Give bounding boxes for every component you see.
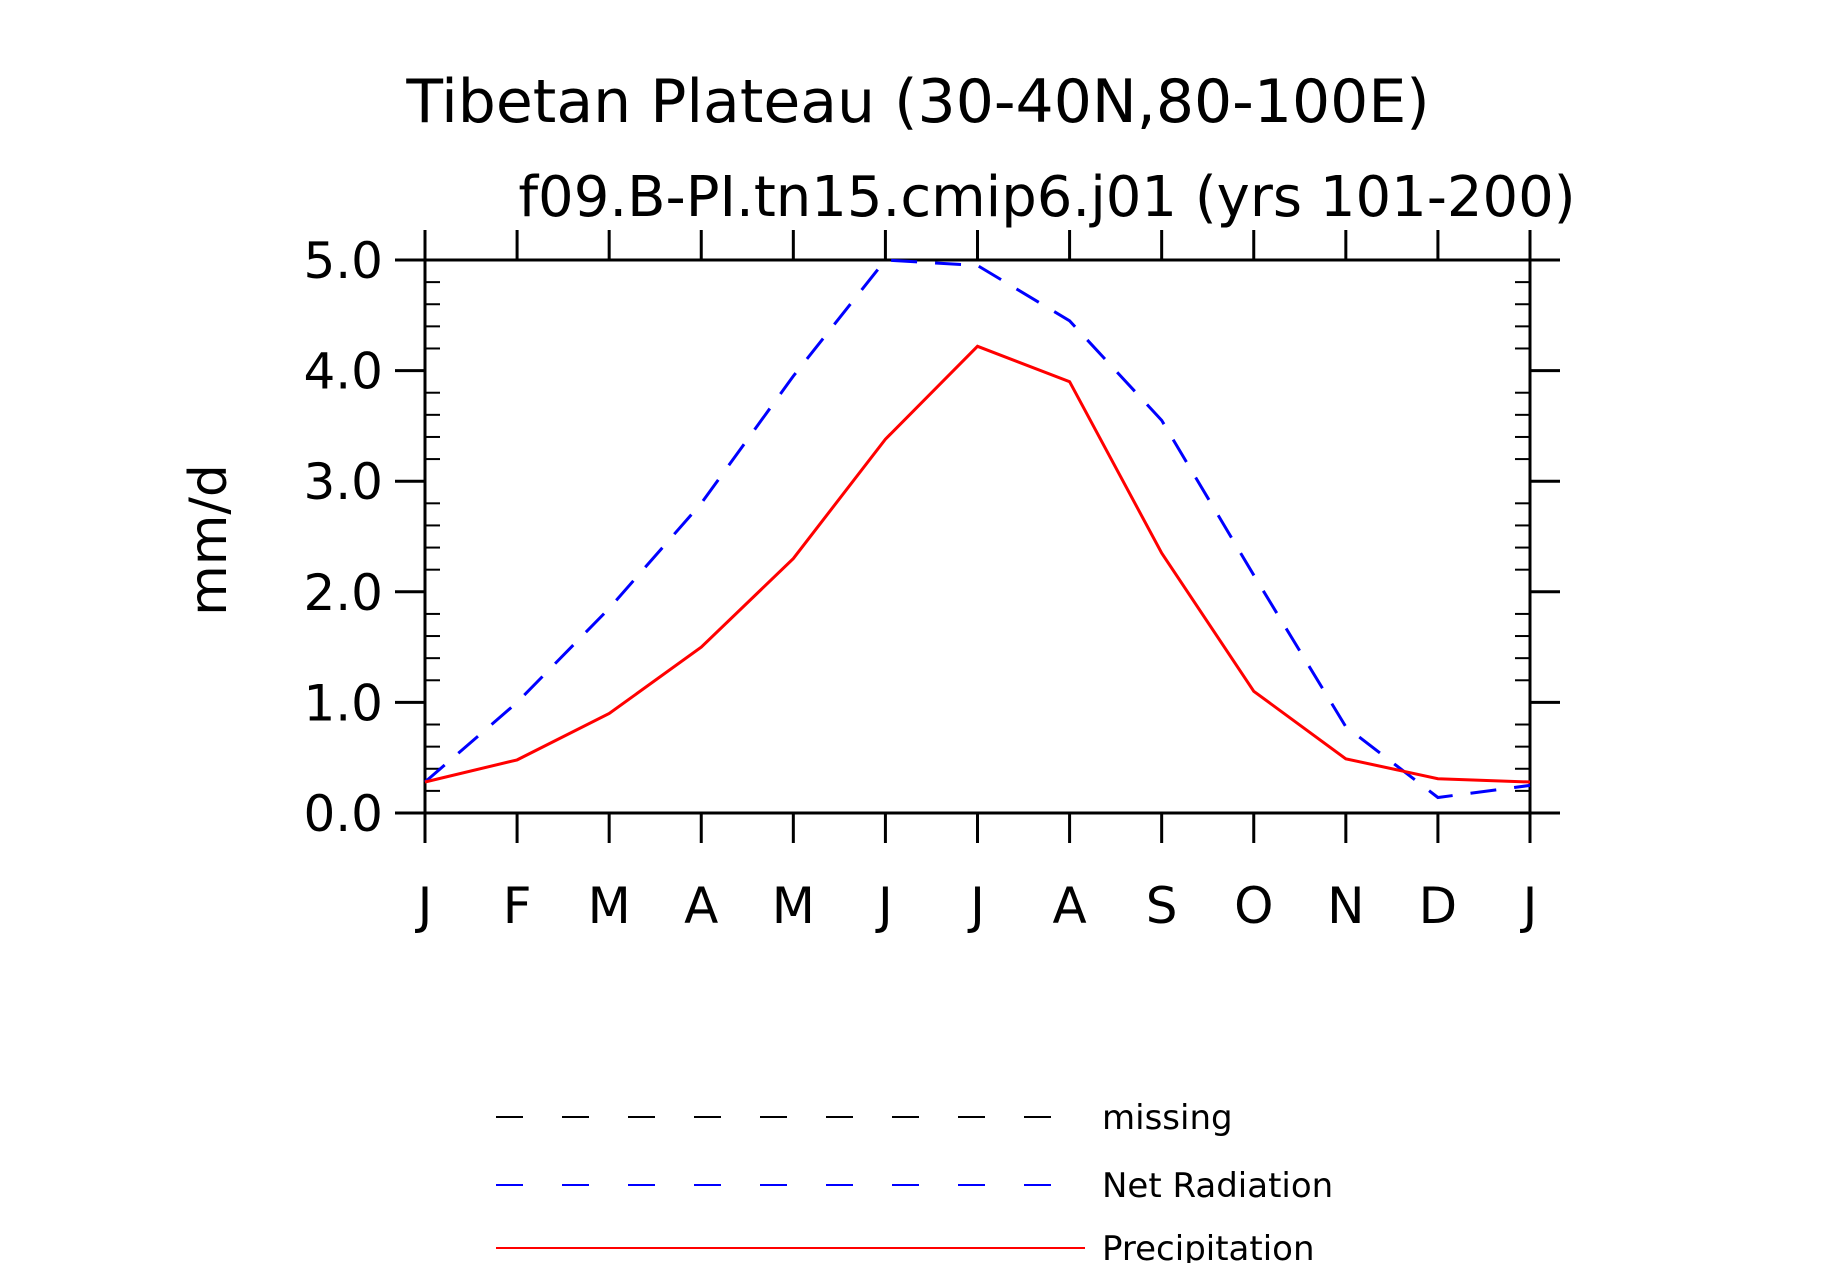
x-tick-label: A [1052,877,1086,935]
x-tick-label: S [1146,877,1178,935]
y-tick-labels: 0.0 1.0 2.0 3.0 4.0 5.0 [303,232,383,843]
y-tick-label: 0.0 [303,785,383,843]
legend-label: Net Radiation [1102,1166,1333,1206]
y-tick-label: 1.0 [303,674,383,732]
x-tick-label: M [772,877,815,935]
legend-label: Precipitation [1102,1229,1315,1263]
x-tick-label: O [1234,877,1273,935]
y-tick-label: 4.0 [303,343,383,401]
axis-ticks [395,230,1560,843]
x-tick-label: J [875,877,893,935]
x-tick-label: N [1327,877,1364,935]
x-tick-label: J [1520,877,1538,935]
series-lines [424,258,1531,800]
chart-subtitle: f09.B-PI.tn15.cmip6.j01 (yrs 101-200) [518,165,1575,230]
y-tick-label: 3.0 [303,453,383,511]
legend: missing Net Radiation Precipitation [496,1098,1333,1263]
plot-frame [423,258,1532,815]
x-tick-label: A [684,877,718,935]
y-tick-label: 5.0 [303,232,383,290]
series-line-net-radiation [424,258,1531,800]
legend-label: missing [1102,1098,1233,1138]
chart-title: Tibetan Plateau (30-40N,80-100E) [405,67,1429,137]
y-axis-title: mm/d [179,464,239,616]
series-line-precipitation [424,344,1531,784]
y-tick-label: 2.0 [303,564,383,622]
x-tick-label: D [1419,877,1458,935]
x-tick-label: M [588,877,631,935]
x-tick-label: J [415,877,433,935]
x-tick-label: J [967,877,985,935]
x-tick-label: F [503,877,532,935]
